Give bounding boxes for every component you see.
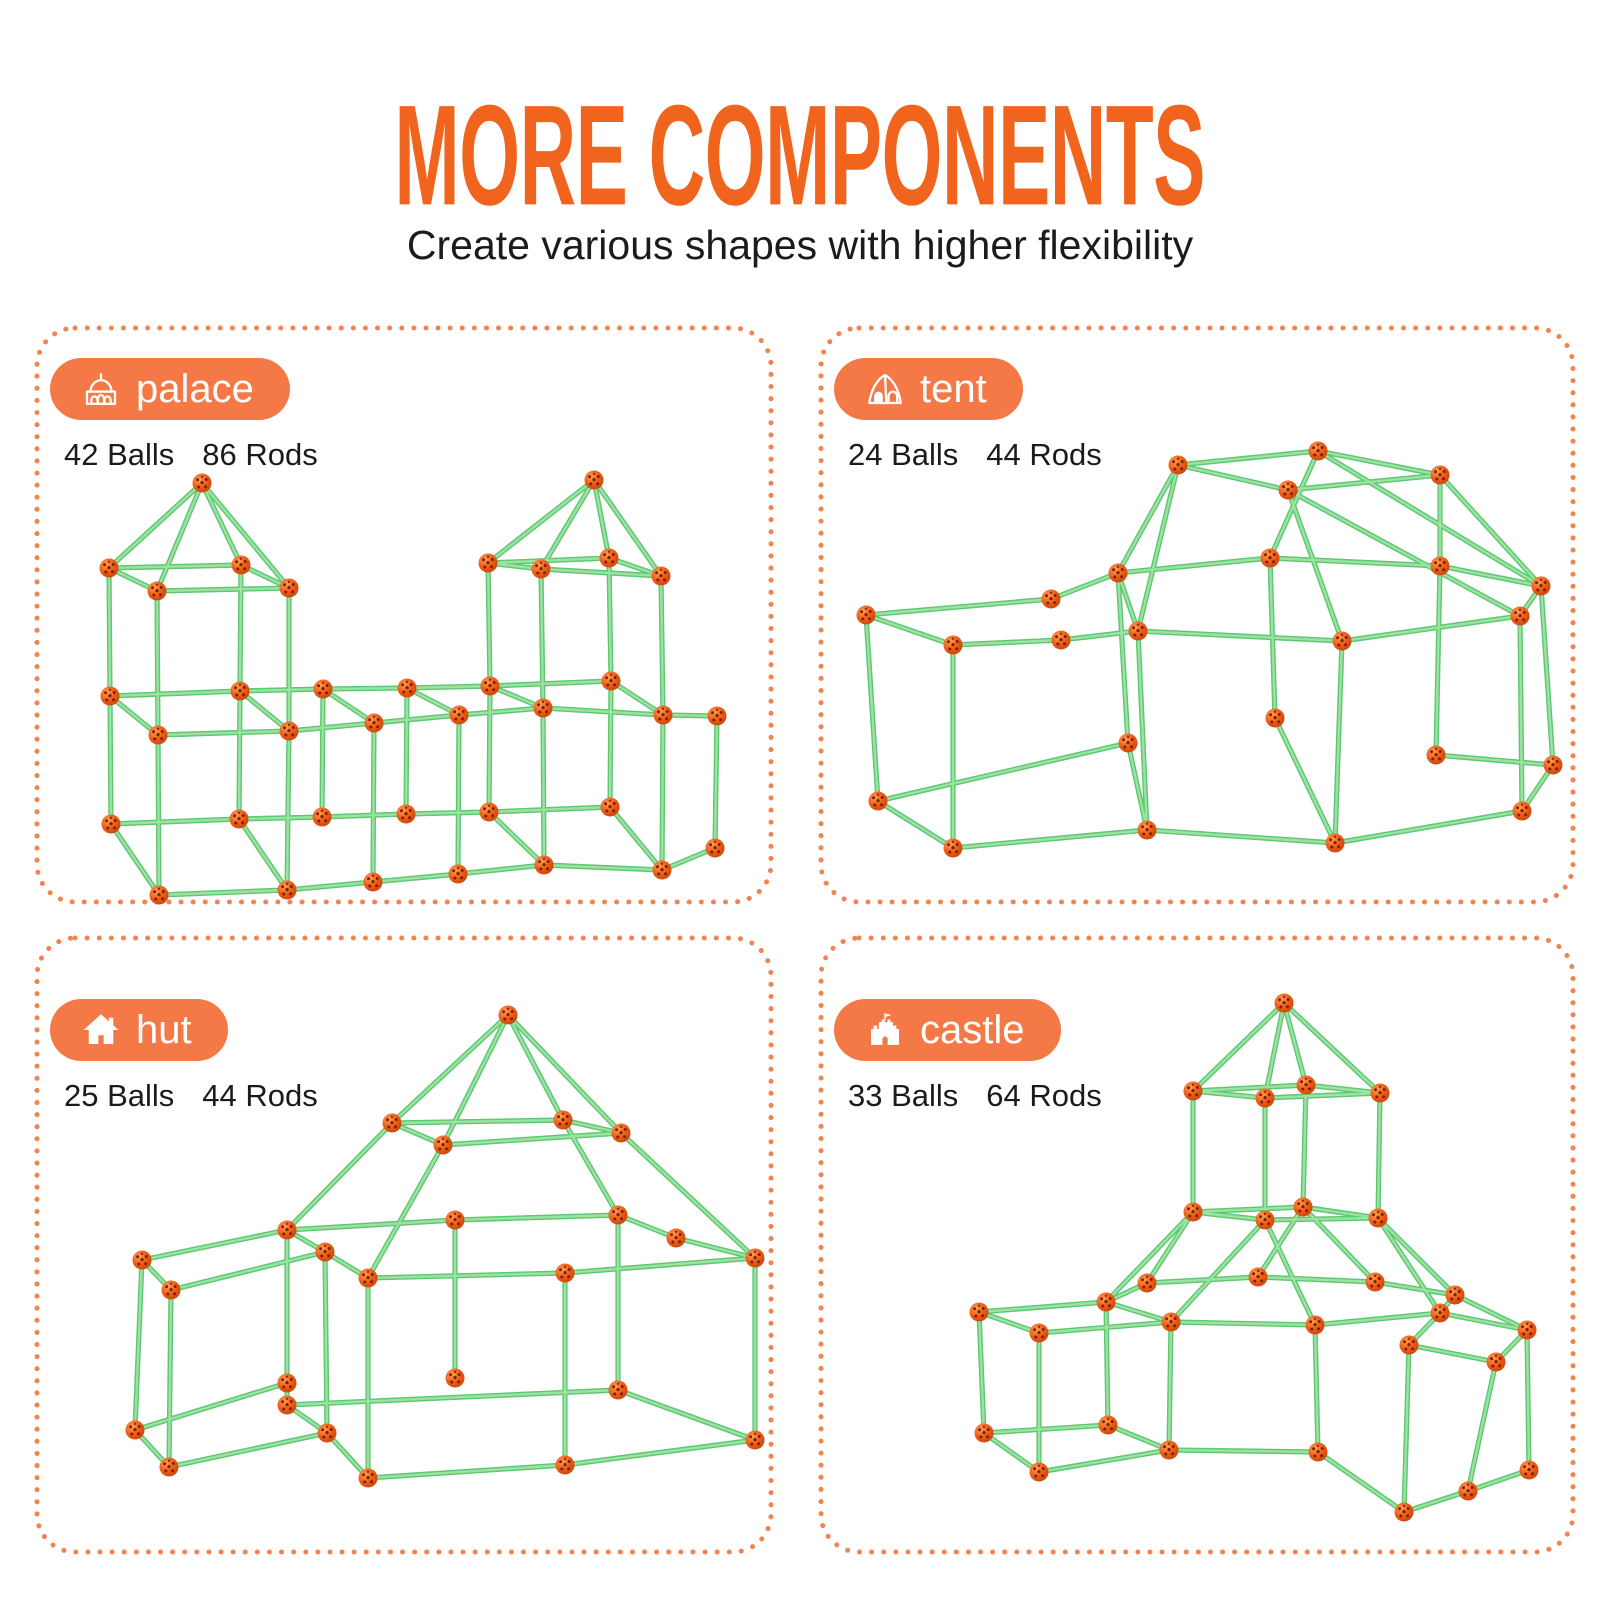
panel-castle: castle 33 Balls 64 Rods [818,935,1576,1555]
castle-dotted-border [818,935,1576,1555]
castle-badge-label: castle [920,1008,1025,1052]
castle-icon [864,1009,906,1051]
palace-badge-label: palace [136,367,254,411]
palace-balls-count: 42 Balls [64,437,175,472]
hut-dotted-border [34,935,774,1555]
tent-structure-illustration [856,441,1563,858]
palace-dotted-border [34,325,774,905]
hut-icon [80,1009,122,1051]
tent-badge: tent [834,358,1023,420]
hut-rods-count: 44 Rods [202,1078,318,1113]
tent-badge-label: tent [920,367,987,411]
tent-balls-count: 24 Balls [848,437,959,472]
castle-badge: castle [834,999,1061,1061]
panel-hut: hut 25 Balls 44 Rods [34,935,774,1555]
hut-balls-count: 25 Balls [64,1078,175,1113]
palace-counts: 42 Balls 86 Rods [64,437,318,473]
page-title-text: MORE COMPONENTS [394,74,1206,235]
castle-structure-illustration [969,993,1539,1522]
hut-counts: 25 Balls 44 Rods [64,1078,318,1114]
hut-badge-label: hut [136,1008,192,1052]
castle-counts: 33 Balls 64 Rods [848,1078,1102,1114]
hut-badge: hut [50,999,228,1061]
page-title: MORE COMPONENTS [0,74,1600,235]
palace-structure-illustration [99,470,727,905]
castle-rods-count: 64 Rods [986,1078,1102,1113]
panel-tent: tent 24 Balls 44 Rods [818,325,1576,905]
palace-badge: palace [50,358,290,420]
tent-rods-count: 44 Rods [986,437,1102,472]
tent-counts: 24 Balls 44 Rods [848,437,1102,473]
castle-balls-count: 33 Balls [848,1078,959,1113]
palace-rods-count: 86 Rods [202,437,318,472]
hut-structure-illustration [125,1005,765,1488]
palace-icon [80,368,122,410]
tent-dotted-border [818,325,1576,905]
tent-icon [864,368,906,410]
panel-palace: palace 42 Balls 86 Rods [34,325,774,905]
page-subtitle: Create various shapes with higher flexib… [406,222,1194,268]
